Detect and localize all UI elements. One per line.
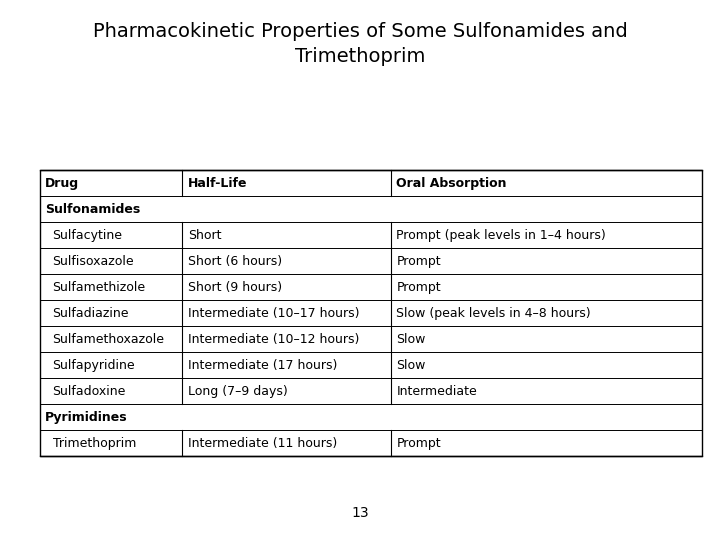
Text: Prompt: Prompt: [397, 437, 441, 450]
Text: Intermediate: Intermediate: [397, 385, 477, 398]
Text: Prompt: Prompt: [397, 255, 441, 268]
Text: Sulfadiazine: Sulfadiazine: [53, 307, 129, 320]
Text: Trimethoprim: Trimethoprim: [53, 437, 136, 450]
Text: Sulfonamides: Sulfonamides: [45, 202, 140, 215]
Text: Sulfamethoxazole: Sulfamethoxazole: [53, 333, 165, 346]
Text: Sulfisoxazole: Sulfisoxazole: [53, 255, 134, 268]
Text: Long (7–9 days): Long (7–9 days): [188, 385, 287, 398]
Text: Sulfapyridine: Sulfapyridine: [53, 359, 135, 372]
Text: Sulfamethizole: Sulfamethizole: [53, 281, 145, 294]
Text: Prompt: Prompt: [397, 281, 441, 294]
Text: Short (6 hours): Short (6 hours): [188, 255, 282, 268]
Text: Pyrimidines: Pyrimidines: [45, 411, 128, 424]
Text: Intermediate (11 hours): Intermediate (11 hours): [188, 437, 337, 450]
Text: Prompt (peak levels in 1–4 hours): Prompt (peak levels in 1–4 hours): [397, 228, 606, 241]
Text: Slow (peak levels in 4–8 hours): Slow (peak levels in 4–8 hours): [397, 307, 591, 320]
Text: Intermediate (10–17 hours): Intermediate (10–17 hours): [188, 307, 359, 320]
Text: Intermediate (17 hours): Intermediate (17 hours): [188, 359, 337, 372]
Text: Sulfacytine: Sulfacytine: [53, 228, 122, 241]
Text: Short: Short: [188, 228, 221, 241]
Text: Slow: Slow: [397, 333, 426, 346]
Text: Drug: Drug: [45, 177, 79, 190]
Text: Oral Absorption: Oral Absorption: [397, 177, 507, 190]
Text: Pharmacokinetic Properties of Some Sulfonamides and
Trimethoprim: Pharmacokinetic Properties of Some Sulfo…: [93, 22, 627, 65]
Text: Half-Life: Half-Life: [188, 177, 247, 190]
Text: Intermediate (10–12 hours): Intermediate (10–12 hours): [188, 333, 359, 346]
Text: Slow: Slow: [397, 359, 426, 372]
Text: 13: 13: [351, 506, 369, 520]
Text: Short (9 hours): Short (9 hours): [188, 281, 282, 294]
Text: Sulfadoxine: Sulfadoxine: [53, 385, 126, 398]
